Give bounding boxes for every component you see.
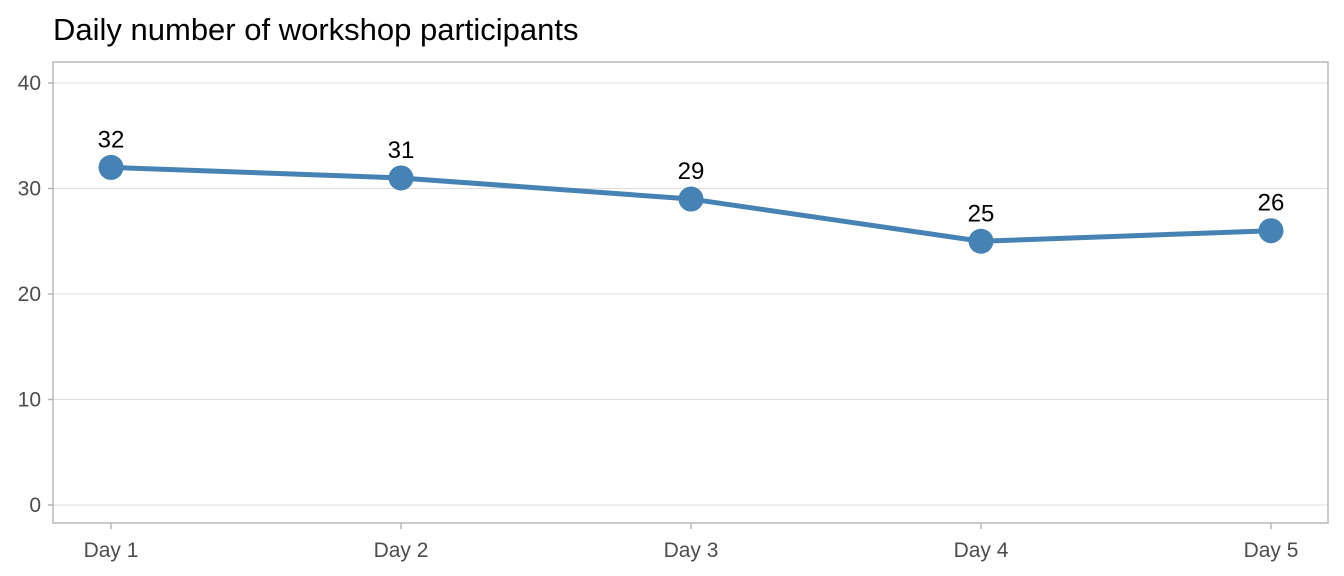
- x-tick-label: Day 5: [1244, 539, 1299, 562]
- series-group: 32 31 29 25 26: [98, 126, 1285, 254]
- data-point: [1258, 218, 1284, 244]
- data-label: 32: [98, 126, 125, 153]
- y-tick-label: 30: [18, 178, 41, 201]
- y-tick-label: 40: [18, 72, 41, 95]
- data-point: [968, 228, 994, 254]
- chart-title: Daily number of workshop participants: [53, 12, 579, 47]
- data-label: 26: [1258, 190, 1285, 217]
- y-tick-label: 0: [29, 494, 41, 517]
- data-label: 25: [968, 200, 995, 227]
- y-tick-label: 20: [18, 283, 41, 306]
- x-tick-label: Day 1: [84, 539, 139, 562]
- x-tick-label: Day 2: [374, 539, 429, 562]
- gridlines: [53, 82, 1328, 506]
- data-point: [678, 186, 704, 212]
- data-label: 31: [388, 137, 415, 164]
- data-label: 29: [678, 158, 705, 185]
- y-axis: 0 10 20 30 40: [18, 72, 53, 517]
- data-point: [98, 154, 124, 180]
- data-point: [388, 165, 414, 191]
- x-tick-label: Day 3: [664, 539, 719, 562]
- plot-panel-border: [52, 61, 1329, 524]
- x-tick-label: Day 4: [954, 539, 1009, 562]
- x-axis: Day 1 Day 2 Day 3 Day 4 Day 5: [84, 523, 1299, 562]
- y-tick-label: 10: [18, 389, 41, 412]
